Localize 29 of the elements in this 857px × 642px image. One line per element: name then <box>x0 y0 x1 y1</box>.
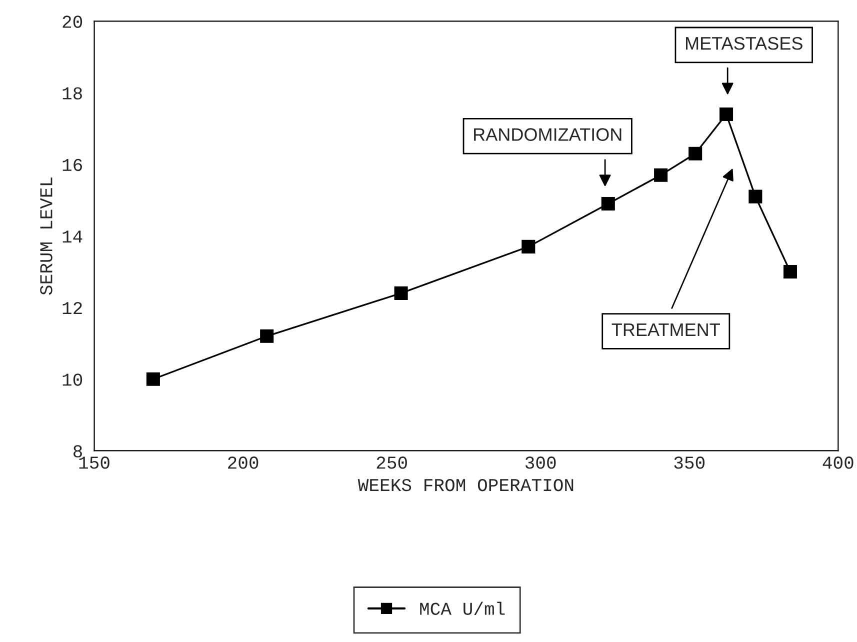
point <box>783 264 798 278</box>
y-tick-label: 10 <box>62 374 82 386</box>
y-tick-label: 18 <box>62 87 82 100</box>
y-tick-label: 20 <box>62 16 82 28</box>
point <box>601 196 615 210</box>
y-axis-title: SERUM LEVEL <box>40 177 52 295</box>
point <box>654 168 668 182</box>
y-tick-label: 8 <box>73 445 82 458</box>
x-tick-label: 400 <box>822 456 854 469</box>
y-tick-label: 16 <box>62 158 82 172</box>
point <box>260 329 274 343</box>
point <box>522 240 536 254</box>
point <box>146 372 160 386</box>
y-tick-label: 12 <box>62 302 82 314</box>
annotation: TREATMENT <box>612 324 720 336</box>
legend-label: MCA U/ml <box>420 602 505 615</box>
point <box>688 146 702 160</box>
annotation: RANDOMIZATION <box>474 128 622 141</box>
point <box>748 190 762 204</box>
x-tick-label: 300 <box>525 456 556 469</box>
x-tick-label: 200 <box>228 456 258 469</box>
annotation: METASTASES <box>686 37 802 50</box>
x-tick-label: 250 <box>376 456 407 469</box>
point <box>719 107 734 122</box>
x-axis-title: WEEKS FROM OPERATION <box>358 478 574 492</box>
y-tick-label: 14 <box>62 230 82 242</box>
x-tick-label: 350 <box>674 456 705 469</box>
point <box>394 286 408 300</box>
x-tick-label: 150 <box>79 456 110 469</box>
